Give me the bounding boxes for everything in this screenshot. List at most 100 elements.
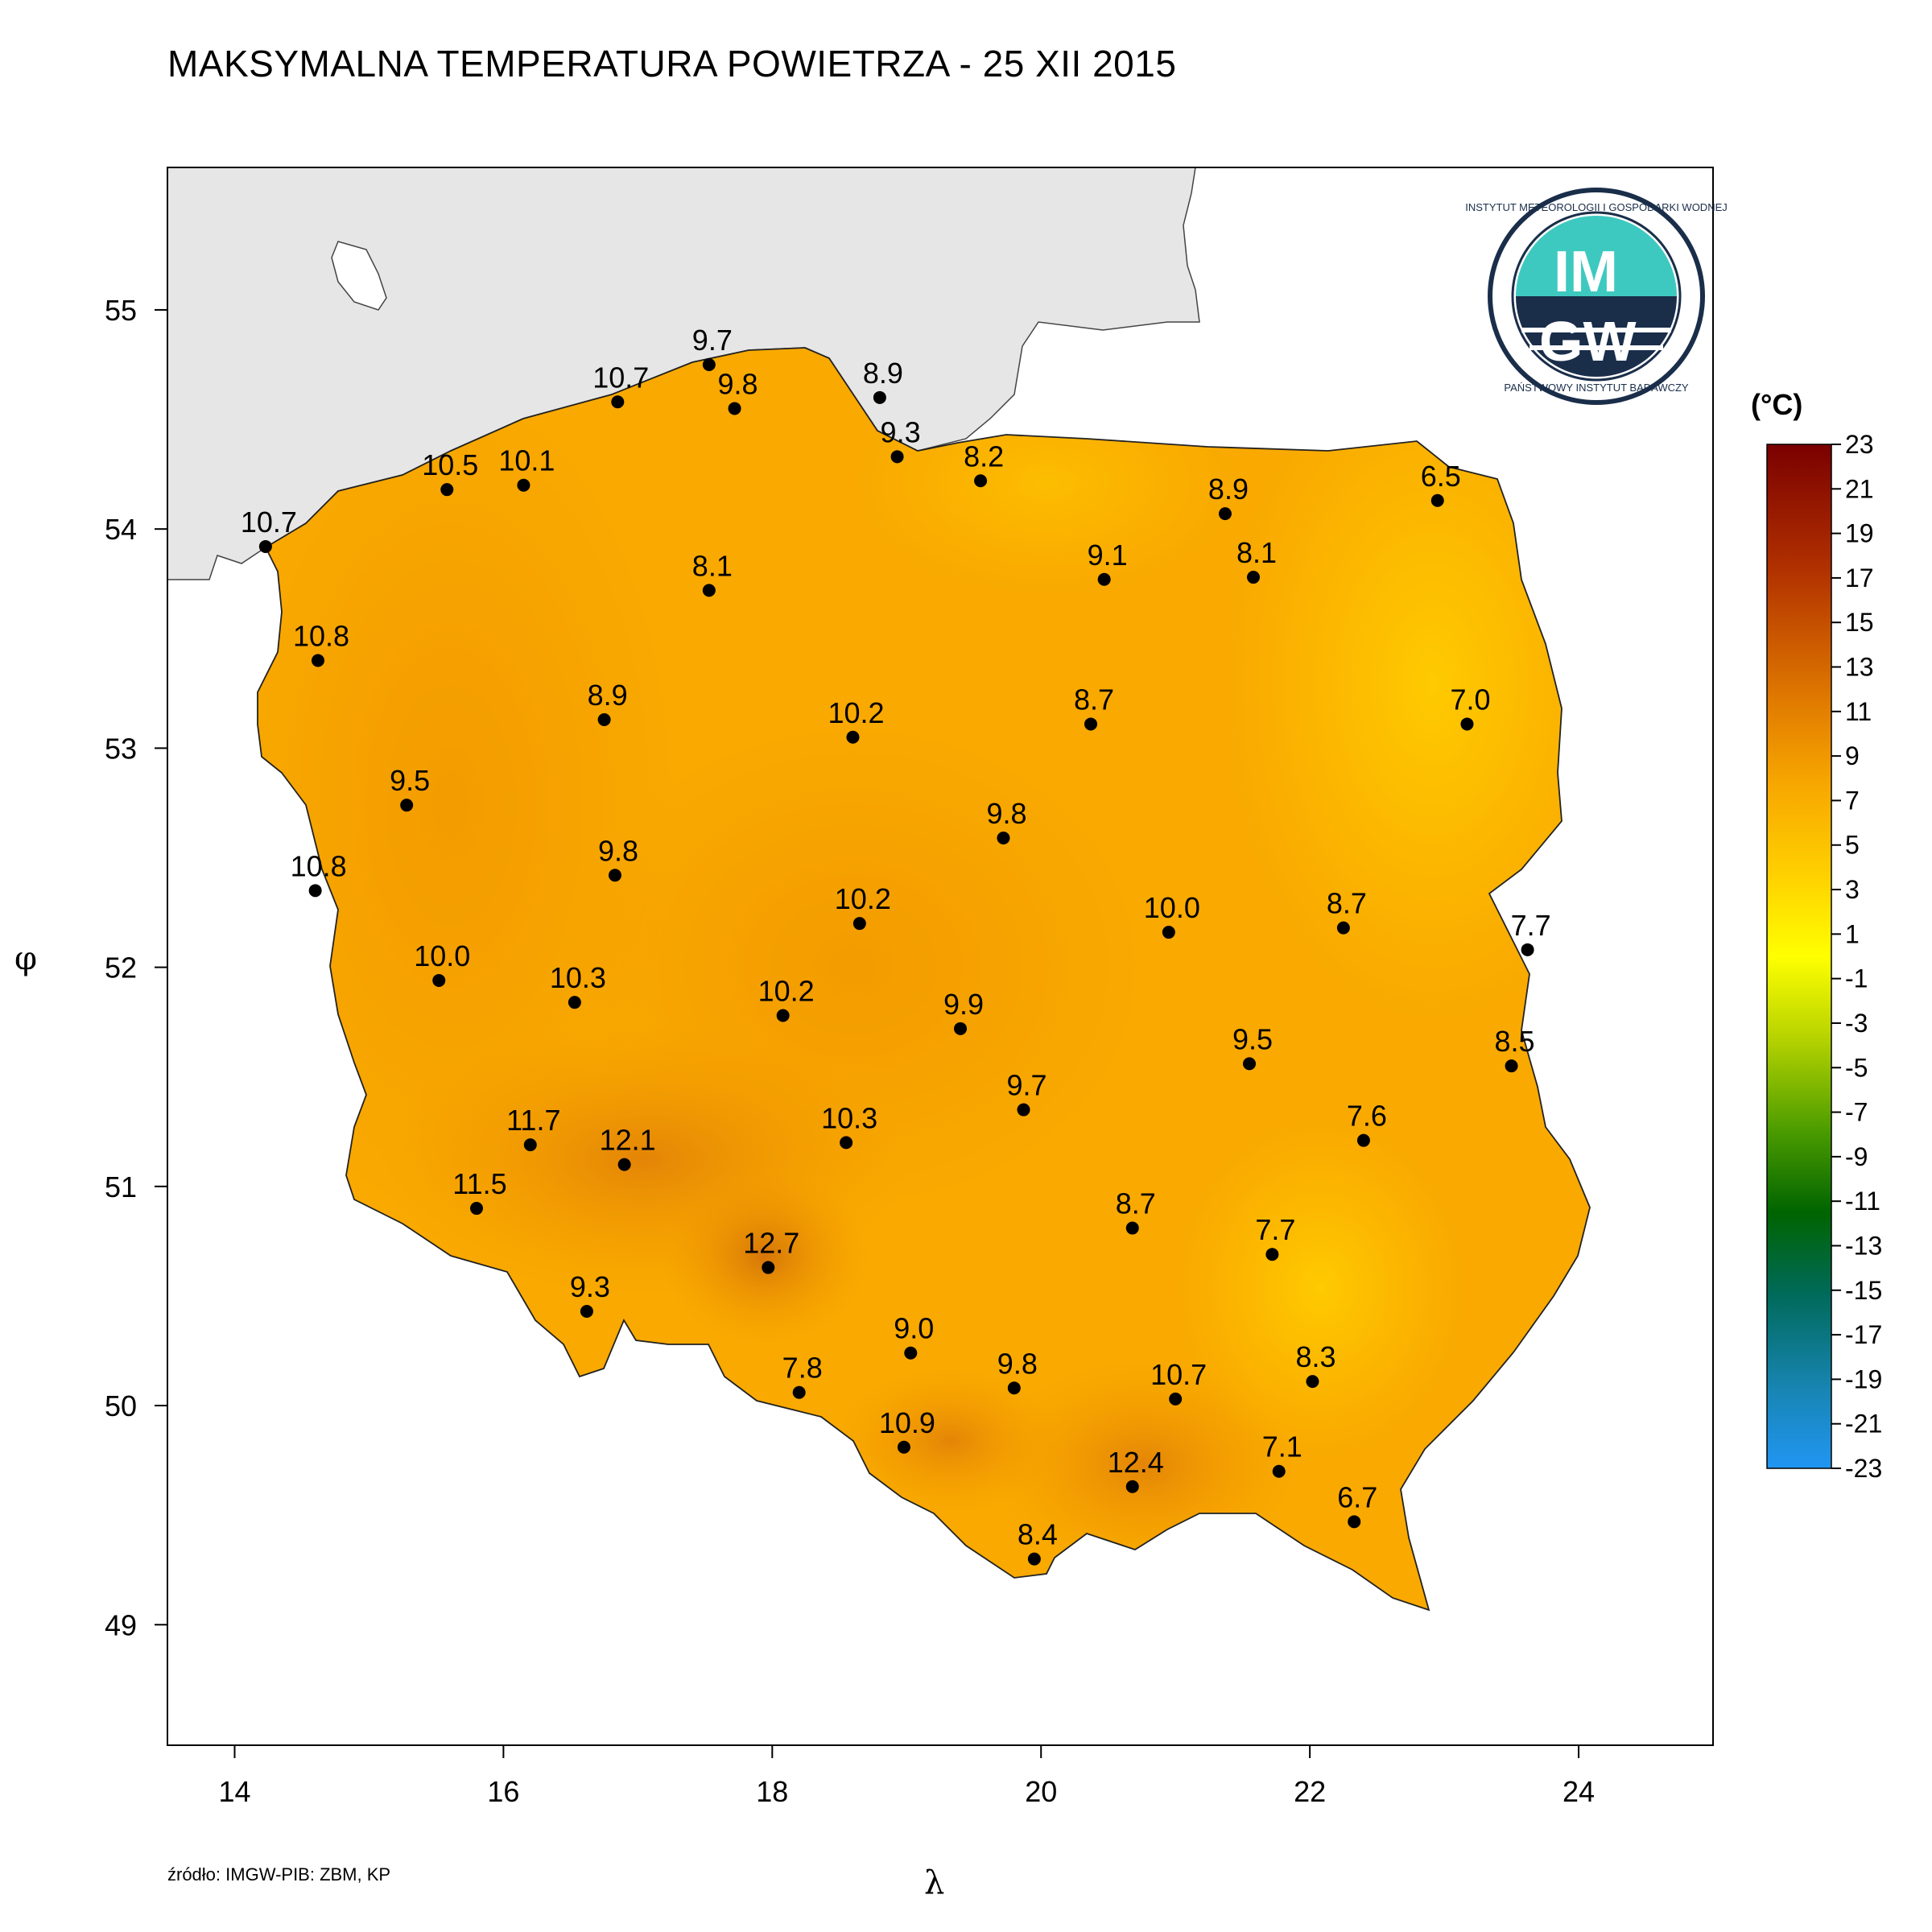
station-value: 8.3 [1295,1340,1335,1373]
legend-label: 9 [1845,741,1860,770]
station-value: 10.8 [293,620,349,653]
island [331,241,387,311]
legend-label: 15 [1845,608,1874,637]
station-value: 9.7 [692,324,733,357]
station-value: 8.1 [692,549,733,582]
y-tick-label: 52 [105,952,137,985]
station-value: 12.1 [600,1124,656,1157]
legend-unit: (°C) [1751,388,1802,421]
legend-label: -13 [1845,1231,1882,1260]
legend-label: 17 [1845,564,1874,592]
station-dot [597,713,611,726]
station-value: 10.8 [291,849,347,882]
plot-frame [167,167,1714,1746]
x-tick-label: 18 [756,1775,788,1808]
station-dot [311,654,324,667]
station-value: 10.0 [414,939,470,972]
station-value: 8.7 [1116,1187,1156,1220]
legend-label: -1 [1845,964,1868,993]
legend-label: -23 [1845,1454,1882,1483]
station-dot [1265,1248,1279,1261]
y-tick-label: 55 [105,294,137,327]
station-markers: 10.7 10.5 10.1 10.7 9.7 9.8 8.9 9.3 8.2 8.9 6.5 8.1… [241,324,1551,1566]
source-note: źródło: IMGW-PIB: ZBM, KP [167,1864,391,1885]
station-value: 10.3 [821,1101,877,1134]
station-dot [1007,1381,1021,1395]
station-dot [517,478,530,492]
station-value: 8.2 [964,440,1004,473]
station-value: 11.7 [506,1104,560,1137]
station-value: 10.5 [422,448,478,481]
station-dot [1460,717,1474,731]
station-dot [1521,943,1534,956]
legend-label: 23 [1845,430,1874,459]
y-tick-label: 49 [105,1608,137,1641]
station-value: 9.9 [943,988,984,1021]
station-dot [1505,1059,1518,1073]
station-value: 9.1 [1088,539,1128,572]
y-tick-label: 53 [105,732,137,765]
map-title: MAKSYMALNA TEMPERATURA POWIETRZA - 25 XI… [167,43,1177,85]
legend-label: 11 [1845,697,1872,726]
station-value: 6.7 [1337,1480,1377,1513]
y-tick-label: 54 [105,513,137,546]
station-value: 9.5 [390,764,430,797]
station-dot [608,869,621,882]
station-dot [1169,1392,1183,1406]
station-dot [440,483,454,497]
station-value: 10.2 [828,696,884,729]
station-value: 7.6 [1347,1100,1387,1133]
station-value: 9.8 [986,797,1026,830]
station-dot [1348,1515,1361,1529]
station-value: 8.7 [1327,887,1367,920]
station-value: 9.8 [718,367,758,400]
station-value: 9.8 [598,834,638,867]
station-dot [1125,1221,1139,1235]
station-value: 10.0 [1144,891,1200,924]
station-value: 8.1 [1236,536,1277,569]
station-dot [954,1022,968,1035]
station-dot [432,973,446,987]
legend-label: -21 [1845,1410,1882,1439]
station-value: 8.9 [863,357,903,390]
station-value: 10.7 [1150,1358,1207,1391]
station-dot [611,395,625,409]
station-dot [1336,921,1350,935]
legend-label: 5 [1845,831,1860,860]
station-dot [873,390,886,404]
station-dot [904,1346,918,1360]
station-dot [846,730,860,744]
station-dot [1430,493,1444,507]
station-value: 8.9 [588,679,628,712]
station-dot [1272,1464,1286,1478]
station-dot [1306,1375,1319,1389]
station-dot [702,358,716,371]
station-value: 9.3 [570,1270,610,1303]
x-tick-label: 24 [1563,1775,1595,1808]
x-axis-label: λ [924,1864,945,1901]
station-value: 7.1 [1262,1430,1302,1463]
station-dot [580,1305,593,1318]
station-value: 7.8 [782,1352,823,1385]
station-dot [762,1261,775,1274]
x-tick-label: 22 [1294,1775,1326,1808]
station-value: 8.9 [1208,473,1249,506]
station-dot [258,539,272,553]
station-dot [852,917,866,931]
station-dot [617,1158,631,1171]
imgw-logo: IM GW INSTYTUT METEOROLOGII I GOSPODARKI… [1465,188,1728,405]
station-value: 9.5 [1232,1022,1273,1055]
legend-label: -9 [1845,1142,1868,1171]
plot-area [167,167,1713,1745]
station-value: 12.4 [1108,1446,1164,1479]
station-value: 6.5 [1421,460,1461,493]
legend-label: -17 [1845,1320,1882,1349]
legend-label: -11 [1845,1187,1880,1216]
station-dot [792,1385,806,1399]
y-tick-label: 51 [105,1170,137,1203]
x-tick-label: 14 [218,1775,250,1808]
station-dot [1243,1057,1256,1071]
station-dot [1097,572,1111,586]
station-dot [470,1202,483,1216]
station-dot [1017,1103,1030,1117]
